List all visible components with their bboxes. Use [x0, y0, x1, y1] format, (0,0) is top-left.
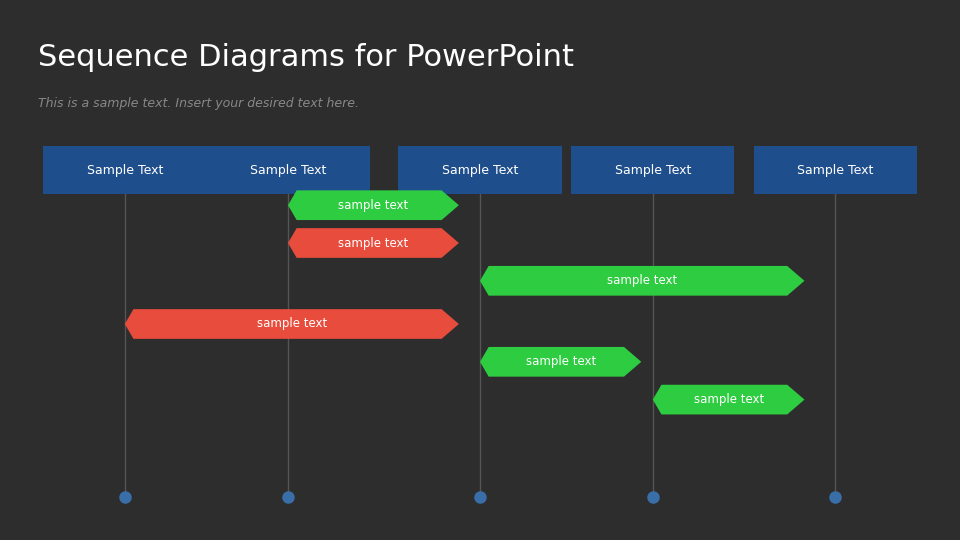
Text: Sample Text: Sample Text	[614, 164, 691, 177]
Text: sample text: sample text	[693, 393, 764, 406]
Polygon shape	[480, 266, 804, 296]
Text: Sample Text: Sample Text	[442, 164, 518, 177]
Text: sample text: sample text	[338, 199, 409, 212]
Text: Sample Text: Sample Text	[250, 164, 326, 177]
FancyBboxPatch shape	[398, 146, 562, 194]
Text: Sample Text: Sample Text	[86, 164, 163, 177]
Text: sample text: sample text	[607, 274, 678, 287]
FancyBboxPatch shape	[206, 146, 370, 194]
Polygon shape	[288, 191, 459, 220]
Polygon shape	[288, 228, 459, 258]
Polygon shape	[480, 347, 641, 377]
Text: Sequence Diagrams for PowerPoint: Sequence Diagrams for PowerPoint	[38, 43, 574, 72]
Text: sample text: sample text	[256, 318, 327, 330]
Polygon shape	[653, 384, 804, 415]
FancyBboxPatch shape	[754, 146, 917, 194]
FancyBboxPatch shape	[571, 146, 734, 194]
Text: sample text: sample text	[525, 355, 596, 368]
Polygon shape	[125, 309, 459, 339]
Text: sample text: sample text	[338, 237, 409, 249]
Text: This is a sample text. Insert your desired text here.: This is a sample text. Insert your desir…	[38, 97, 359, 110]
Text: Sample Text: Sample Text	[797, 164, 874, 177]
FancyBboxPatch shape	[43, 146, 206, 194]
